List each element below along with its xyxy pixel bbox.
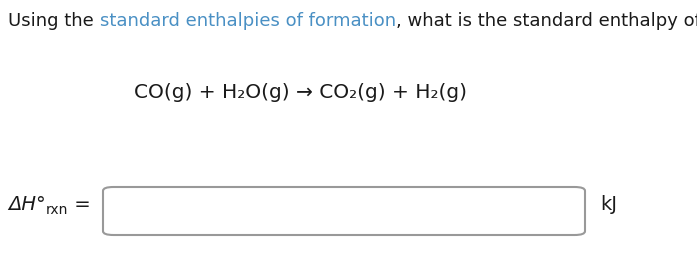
Text: CO(g) + H₂O(g) → CO₂(g) + H₂(g): CO(g) + H₂O(g) → CO₂(g) + H₂(g) xyxy=(134,83,466,102)
Text: Using the: Using the xyxy=(8,12,100,30)
Text: ΔH°: ΔH° xyxy=(8,195,46,214)
Text: , what is the standard enthalpy of reaction?: , what is the standard enthalpy of react… xyxy=(396,12,697,30)
Text: standard enthalpies of formation: standard enthalpies of formation xyxy=(100,12,396,30)
Text: rxn: rxn xyxy=(46,202,68,216)
Text: kJ: kJ xyxy=(600,195,617,214)
Text: =: = xyxy=(68,195,91,214)
